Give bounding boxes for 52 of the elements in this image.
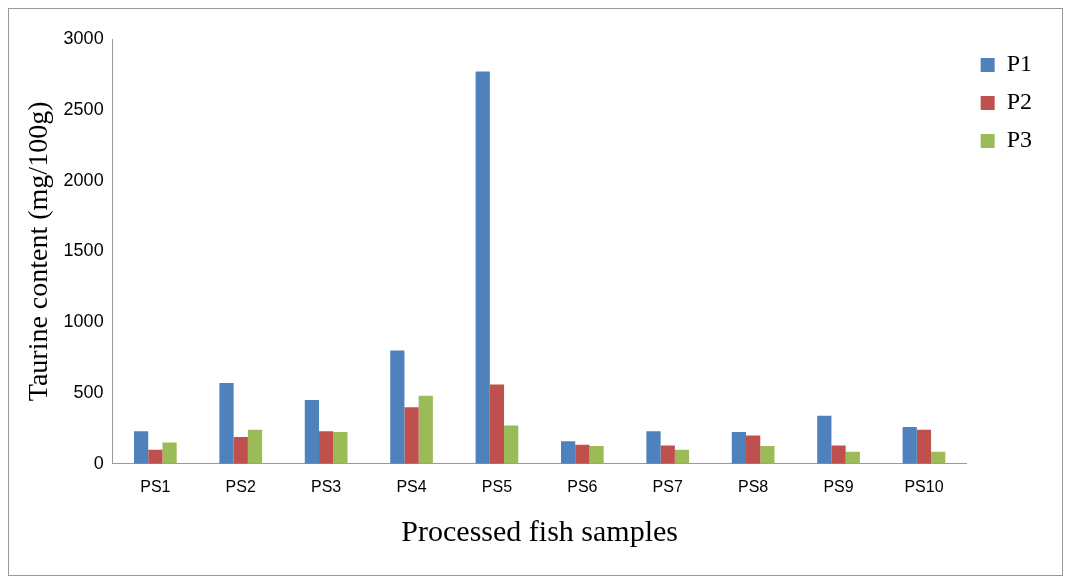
x-tick-label: PS6 <box>567 477 598 495</box>
bar <box>674 449 690 464</box>
y-tick-label: 0 <box>93 452 104 473</box>
bar <box>646 431 661 464</box>
bar <box>489 384 505 464</box>
x-axis-title: Processed fish samples <box>401 513 678 547</box>
bar <box>162 442 177 464</box>
bar <box>831 445 846 464</box>
bar <box>504 425 519 464</box>
bar <box>916 429 932 464</box>
bar <box>404 407 419 464</box>
bar <box>319 431 334 464</box>
bar <box>333 431 348 464</box>
bar <box>731 431 747 464</box>
bar <box>219 383 234 464</box>
legend-label: P3 <box>1006 126 1033 153</box>
legend-label: P2 <box>1006 88 1033 115</box>
x-tick-label: PS10 <box>904 477 944 495</box>
x-tick-label: PS4 <box>396 477 427 495</box>
y-tick-label: 2500 <box>63 98 104 119</box>
bar <box>760 446 775 464</box>
bar <box>845 451 860 464</box>
bar <box>561 441 576 464</box>
y-tick-label: 3000 <box>63 27 104 48</box>
bar <box>575 444 590 464</box>
bar <box>589 446 604 464</box>
x-tick-label: PS2 <box>225 477 256 495</box>
bar <box>304 400 320 464</box>
y-tick-label: 2000 <box>63 169 104 190</box>
x-tick-label: PS7 <box>652 477 683 495</box>
x-tick-label: PS5 <box>481 477 513 495</box>
bar <box>475 71 490 464</box>
bar <box>902 426 917 464</box>
x-tick-label: PS9 <box>823 477 854 495</box>
x-tick-label: PS8 <box>738 477 769 495</box>
legend-label: P1 <box>1006 50 1033 77</box>
bar <box>133 431 149 464</box>
bar <box>390 350 405 464</box>
bar <box>148 449 163 464</box>
bar <box>817 415 832 464</box>
bar <box>931 451 946 464</box>
y-tick-label: 500 <box>73 381 104 402</box>
x-tick-label: PS3 <box>311 477 342 495</box>
y-tick-label: 1000 <box>63 311 104 332</box>
bar <box>418 395 433 464</box>
bar <box>247 429 263 464</box>
x-tick-label: PS1 <box>140 477 171 495</box>
bar <box>233 436 248 464</box>
y-tick-label: 1500 <box>63 240 104 261</box>
bar <box>660 445 675 464</box>
y-axis-title: Taurine content (mg/100g) <box>22 101 54 402</box>
bar <box>746 435 761 464</box>
